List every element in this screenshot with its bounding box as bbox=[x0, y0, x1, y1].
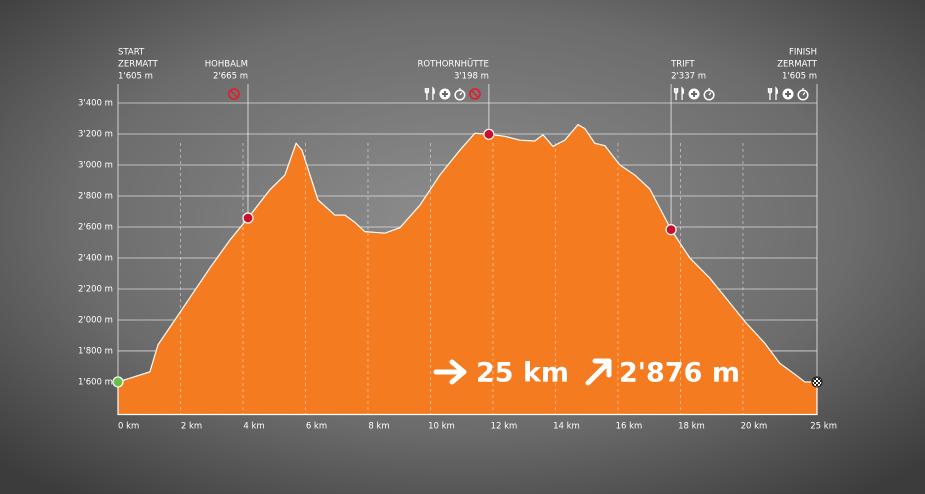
station-label: TRIFT bbox=[670, 60, 695, 70]
station-label: 3'198 m bbox=[454, 72, 489, 82]
medical-icon-cross bbox=[691, 91, 698, 97]
food-icon bbox=[424, 86, 435, 100]
y-tick-label: 1'800 m bbox=[78, 346, 113, 356]
y-tick-label: 2'000 m bbox=[78, 315, 113, 325]
station-label: HOHBALM bbox=[205, 60, 248, 70]
station-label: 2'337 m bbox=[671, 72, 706, 82]
station-label: ZERMATT bbox=[118, 60, 159, 70]
x-tick-label: 4 km bbox=[243, 422, 264, 432]
timing-icon-hand bbox=[459, 88, 463, 96]
distance-icon bbox=[433, 359, 467, 385]
timing-icon-hand bbox=[708, 88, 712, 96]
checkpoint-marker bbox=[483, 128, 495, 140]
start-marker bbox=[112, 376, 124, 388]
finish-marker bbox=[811, 376, 823, 388]
ascent-icon bbox=[585, 358, 612, 386]
axis-labels: 1'600 m 1'800 m 2'000 m 2'200 m 2'400 m 2'600… bbox=[78, 99, 837, 432]
checkpoint-marker bbox=[242, 212, 254, 224]
timing-icon bbox=[703, 89, 715, 101]
food-icon bbox=[673, 86, 685, 100]
stations: START ZERMATT 1'605 m HOHBALM 2'665 m ROTHORN… bbox=[112, 48, 823, 388]
x-tick-label: 20 km bbox=[741, 422, 768, 432]
cutoff-icon bbox=[228, 88, 240, 100]
timing-icon-hand bbox=[802, 88, 806, 96]
x-tick-label: 2 km bbox=[181, 422, 202, 432]
y-tick-label: 2'800 m bbox=[78, 191, 113, 201]
cutoff-icon bbox=[469, 88, 481, 100]
y-tick-label: 1'600 m bbox=[78, 377, 113, 387]
station-label: 1'605 m bbox=[782, 72, 817, 82]
station-label: 1'605 m bbox=[118, 72, 153, 82]
x-tick-label: 8 km bbox=[368, 422, 389, 432]
area-layer bbox=[117, 123, 818, 416]
food-icon bbox=[767, 86, 778, 100]
elevation-area bbox=[117, 123, 818, 416]
x-tick-label: 25 km bbox=[810, 422, 837, 432]
medical-icon-cross bbox=[785, 91, 791, 97]
y-tick-label: 2'400 m bbox=[78, 253, 113, 263]
station-label: ZERMATT bbox=[777, 60, 818, 70]
y-tick-label: 2'200 m bbox=[78, 284, 113, 294]
y-tick-label: 2'600 m bbox=[78, 222, 113, 232]
x-tick-label: 10 km bbox=[428, 422, 455, 432]
station-label: START bbox=[118, 48, 145, 58]
station-label: 2'665 m bbox=[213, 72, 248, 82]
medical-icon-cross bbox=[441, 91, 448, 97]
y-tick-label: 3'400 m bbox=[78, 99, 113, 109]
y-tick-label: 3'000 m bbox=[78, 160, 113, 170]
y-tick-label: 3'200 m bbox=[78, 129, 113, 139]
checkpoint-marker bbox=[665, 224, 677, 236]
x-tick-label: 6 km bbox=[306, 422, 327, 432]
x-tick-label: 12 km bbox=[491, 422, 518, 432]
cutoff-icon-slash bbox=[470, 89, 479, 99]
x-tick-label: 16 km bbox=[616, 422, 643, 432]
station-label: FINISH bbox=[789, 48, 817, 58]
x-tick-label: 14 km bbox=[553, 422, 580, 432]
timing-icon bbox=[797, 89, 809, 101]
ascent: 2'876 m bbox=[619, 358, 740, 389]
stats: 25 km 2'876 m bbox=[433, 358, 740, 389]
distance: 25 km bbox=[476, 358, 569, 389]
x-tick-label: 18 km bbox=[678, 422, 705, 432]
cutoff-icon-slash bbox=[229, 89, 239, 99]
timing-icon bbox=[454, 89, 466, 101]
x-tick-label: 0 km bbox=[118, 422, 139, 432]
station-label: ROTHORNHÜTTE bbox=[418, 59, 489, 70]
